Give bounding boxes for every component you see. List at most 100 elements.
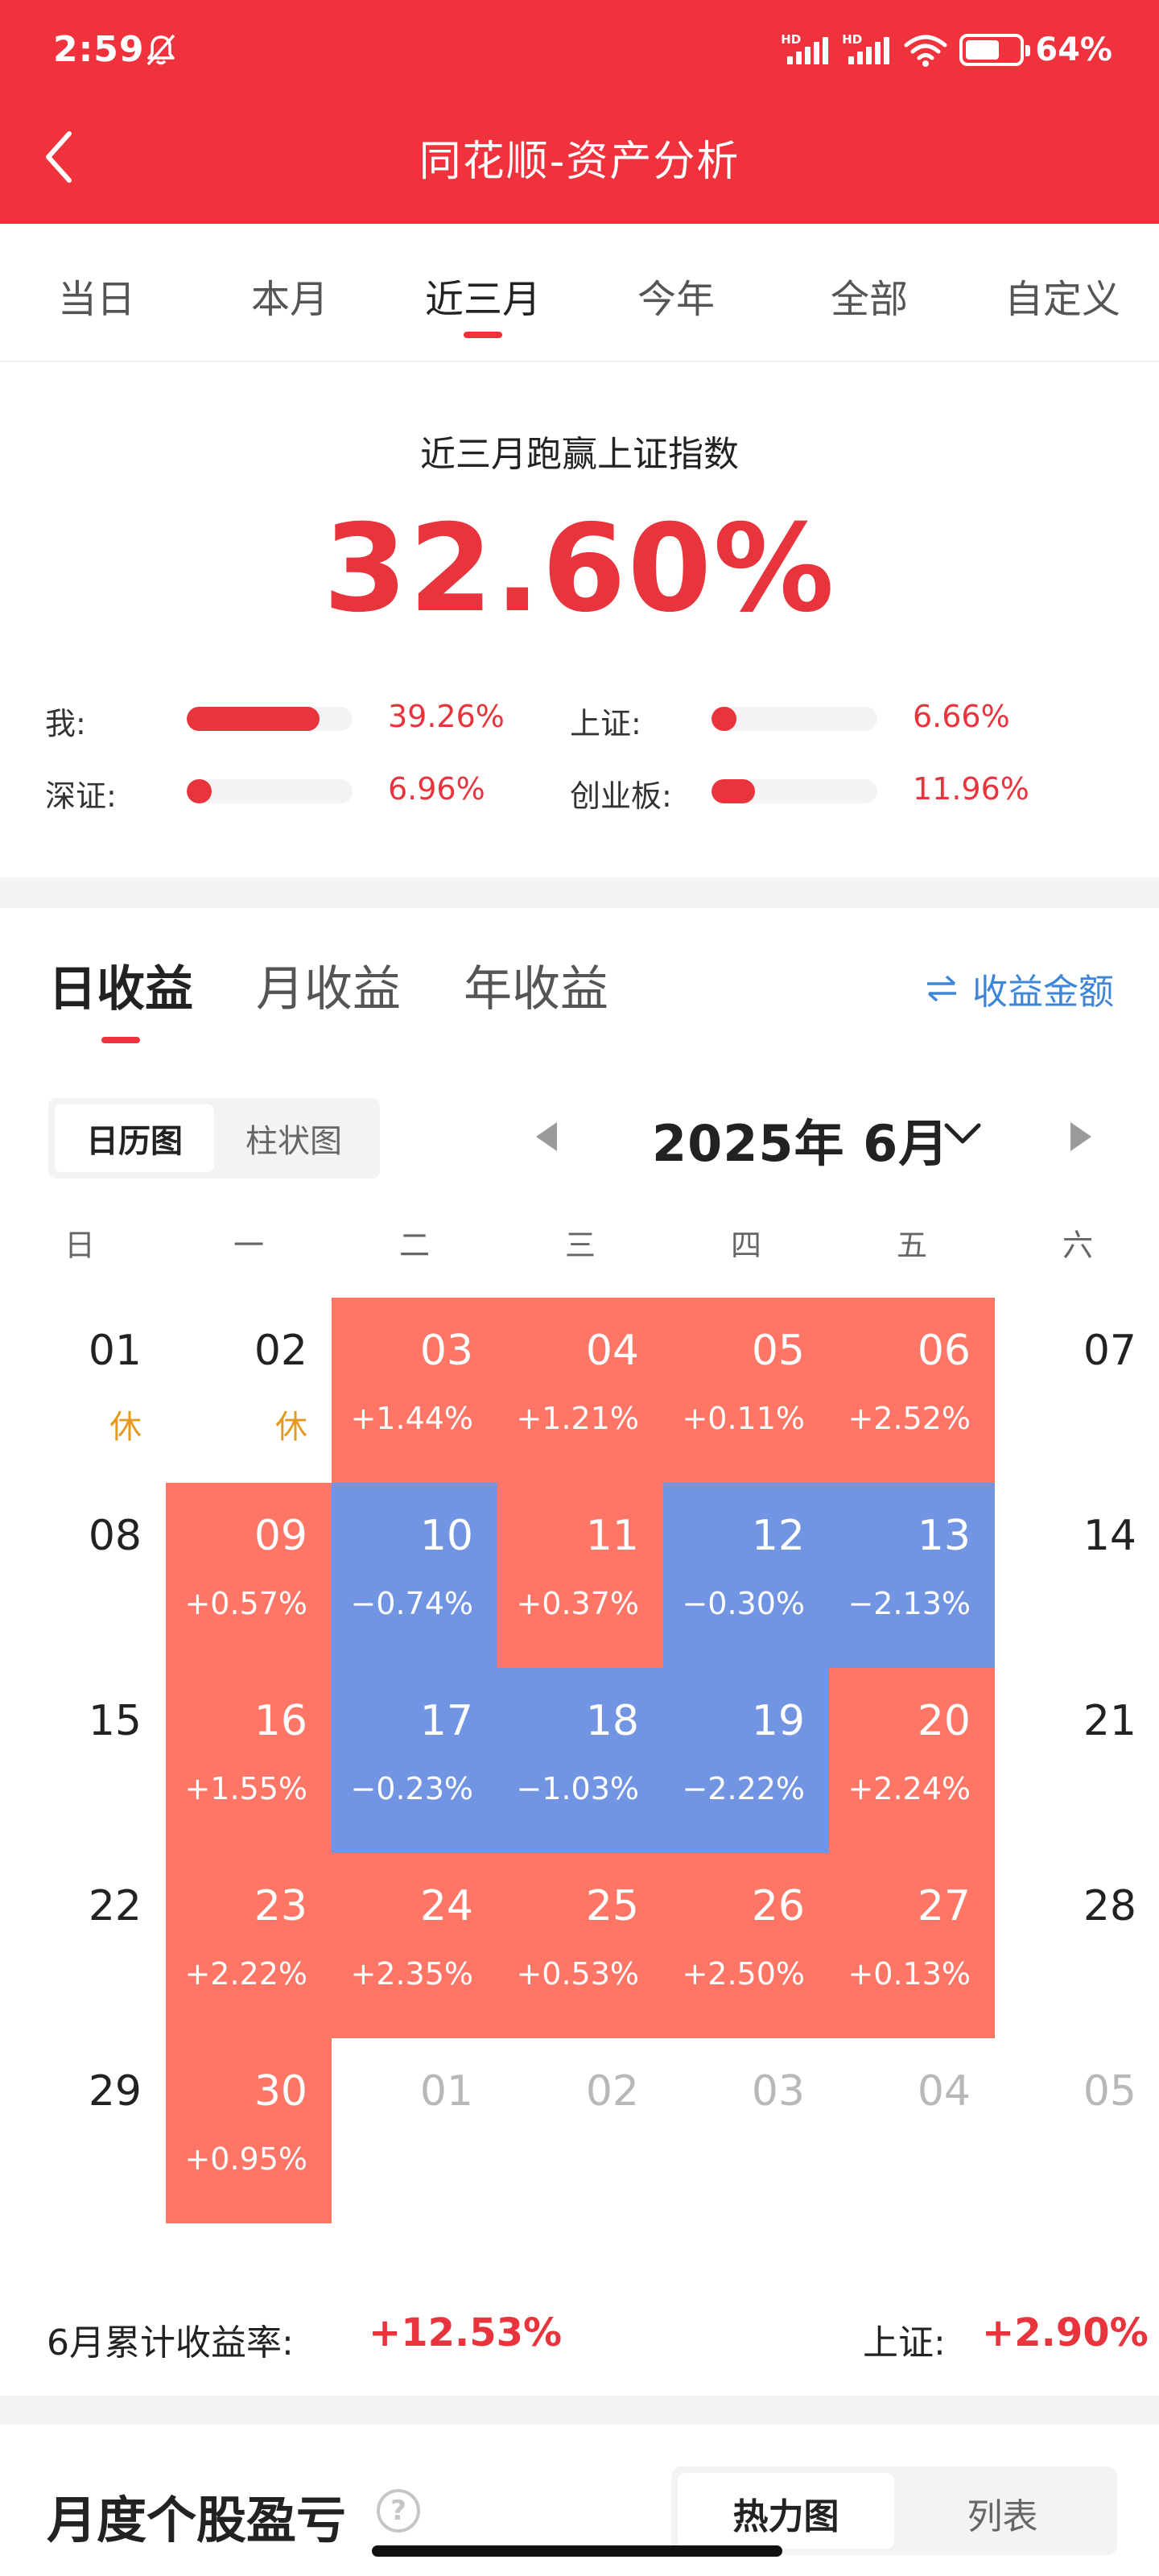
comparison-bar [187, 707, 353, 731]
calendar-day-cell[interactable]: 02 [497, 2038, 663, 2223]
calendar-day-number: 30 [254, 2067, 307, 2116]
chevron-left-icon [46, 131, 72, 183]
calendar-day-cell[interactable]: 05 +0.11% [663, 1298, 829, 1483]
daily-return: +0.37% [516, 1586, 639, 1621]
comparison-label: 创业板: [570, 778, 672, 814]
calendar-day-cell[interactable]: 09 +0.57% [166, 1483, 332, 1668]
calendar-day-cell[interactable]: 13 −2.13% [829, 1483, 995, 1668]
calendar-day-cell[interactable]: 12 −0.30% [663, 1483, 829, 1668]
daily-return: +0.57% [184, 1586, 307, 1621]
back-button[interactable] [42, 121, 90, 193]
calendar-day-number: 22 [88, 1882, 142, 1930]
market-closed-tag: 休 [109, 1409, 142, 1446]
period-tab[interactable]: 当日 [0, 224, 193, 361]
calendar-day-cell[interactable]: 21 [995, 1668, 1159, 1853]
daily-return-calendar: 01 休 02 休 03 +1.44% 04 +1.21% 05 +0.11% 06 +2.52% 07… [0, 1298, 1159, 2223]
earnings-tab[interactable]: 月收益 [256, 950, 401, 1020]
calendar-day-cell[interactable]: 02 休 [166, 1298, 332, 1483]
calendar-day-cell[interactable]: 04 [829, 2038, 995, 2223]
period-tab-label: 当日 [57, 277, 135, 322]
earnings-amount-toggle[interactable]: 收益金额 [926, 963, 1114, 1014]
calendar-day-number: 13 [917, 1512, 971, 1560]
calendar-day-number: 23 [254, 1882, 307, 1930]
earnings-tab[interactable]: 年收益 [464, 950, 608, 1020]
daily-return: −0.74% [350, 1586, 473, 1621]
calendar-day-cell[interactable]: 25 +0.53% [497, 1853, 663, 2038]
home-indicator [372, 2545, 782, 2557]
period-tab[interactable]: 本月 [193, 224, 386, 361]
page-title: 同花顺-资产分析 [419, 138, 740, 186]
outperform-value: 32.60% [323, 499, 836, 639]
calendar-day-cell[interactable]: 22 [0, 1853, 166, 2038]
calendar-day-number: 14 [1083, 1512, 1136, 1560]
calendar-day-number: 01 [419, 2067, 473, 2116]
wifi-icon [904, 35, 947, 67]
calendar-day-cell[interactable]: 26 +2.50% [663, 1853, 829, 2038]
swap-icon [927, 975, 956, 1002]
daily-return: +0.53% [516, 1956, 639, 1992]
calendar-day-cell[interactable]: 15 [0, 1668, 166, 1853]
month-label[interactable]: 2025年 6月 [652, 1114, 950, 1173]
calendar-day-cell[interactable]: 23 +2.22% [166, 1853, 332, 2038]
calendar-day-number: 05 [751, 1327, 805, 1375]
chevron-down-icon[interactable] [940, 1116, 985, 1151]
calendar-day-cell[interactable]: 08 [0, 1483, 166, 1668]
earnings-tab[interactable]: 日收益 [48, 950, 193, 1043]
calendar-day-cell[interactable]: 05 [995, 2038, 1159, 2223]
period-tab[interactable]: 自定义 [966, 224, 1159, 361]
bar-view-button[interactable]: 柱状图 [245, 1123, 342, 1160]
monthly-stock-pnl-title: 月度个股盈亏 [47, 2491, 347, 2549]
calendar-day-cell[interactable]: 07 [995, 1298, 1159, 1483]
calendar-day-cell[interactable]: 11 +0.37% [497, 1483, 663, 1668]
weekday-label: 二 [398, 1228, 430, 1263]
calendar-day-cell[interactable]: 01 [332, 2038, 497, 2223]
calendar-day-cell[interactable]: 28 [995, 1853, 1159, 2038]
calendar-day-cell[interactable]: 16 +1.55% [166, 1668, 332, 1853]
calendar-day-number: 24 [419, 1882, 473, 1930]
calendar-day-cell[interactable]: 19 −2.22% [663, 1668, 829, 1853]
calendar-day-number: 05 [1083, 2067, 1136, 2116]
calendar-day-cell[interactable]: 03 [663, 2038, 829, 2223]
earnings-tab-label: 日收益 [48, 961, 193, 1018]
comparison-bar [711, 707, 877, 731]
section-divider [0, 877, 1159, 908]
calendar-day-cell[interactable]: 06 +2.52% [829, 1298, 995, 1483]
calendar-view-button[interactable]: 日历图 [55, 1104, 214, 1172]
comparison-value: 6.66% [913, 699, 1010, 734]
period-tab-label: 近三月 [424, 277, 541, 322]
daily-return: −0.30% [682, 1586, 805, 1621]
next-month-button[interactable] [1070, 1122, 1091, 1151]
comparison-bar [187, 779, 353, 803]
help-icon[interactable]: ? [377, 2489, 420, 2533]
period-tab-label: 自定义 [1004, 277, 1120, 322]
calendar-day-number: 07 [1083, 1327, 1136, 1375]
calendar-day-cell[interactable]: 29 [0, 2038, 166, 2223]
calendar-day-cell[interactable]: 01 休 [0, 1298, 166, 1483]
calendar-day-cell[interactable]: 24 +2.35% [332, 1853, 497, 2038]
calendar-day-cell[interactable]: 03 +1.44% [332, 1298, 497, 1483]
calendar-day-cell[interactable]: 18 −1.03% [497, 1668, 663, 1853]
calendar-day-cell[interactable]: 17 −0.23% [332, 1668, 497, 1853]
calendar-day-cell[interactable]: 14 [995, 1483, 1159, 1668]
comparison-row: 创业板: 11.96% [570, 765, 1069, 814]
comparison-bar-fill [187, 707, 320, 731]
period-tab[interactable]: 今年 [580, 224, 773, 361]
active-tab-indicator [101, 1037, 140, 1043]
weekday-label: 一 [233, 1228, 264, 1263]
period-tab[interactable]: 全部 [773, 224, 966, 361]
signal-icon: HD [842, 32, 892, 68]
calendar-day-number: 09 [254, 1512, 307, 1560]
monthly-view-toggle: 热力图 列表 [671, 2467, 1117, 2555]
calendar-day-cell[interactable]: 20 +2.24% [829, 1668, 995, 1853]
calendar-day-cell[interactable]: 27 +0.13% [829, 1853, 995, 2038]
view-toggle: 日历图 柱状图 [48, 1098, 380, 1179]
period-tab[interactable]: 近三月 [386, 224, 580, 361]
calendar-day-cell[interactable]: 04 +1.21% [497, 1298, 663, 1483]
prev-month-button[interactable] [536, 1122, 557, 1151]
calendar-day-cell[interactable]: 30 +0.95% [166, 2038, 332, 2223]
calendar-day-cell[interactable]: 10 −0.74% [332, 1483, 497, 1668]
daily-return: +0.11% [682, 1401, 805, 1436]
list-button[interactable]: 列表 [967, 2496, 1038, 2537]
status-icons: HD HD 64% [781, 29, 1112, 71]
heatmap-button[interactable]: 热力图 [678, 2473, 894, 2549]
